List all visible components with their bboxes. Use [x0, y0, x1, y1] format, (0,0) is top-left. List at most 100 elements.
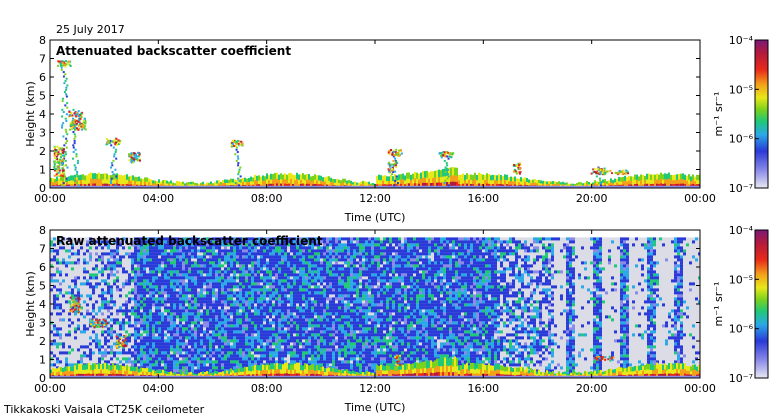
noise-cell — [131, 252, 134, 256]
noise-cell — [191, 339, 194, 343]
noise-cell — [65, 360, 68, 364]
noise-cell — [218, 330, 221, 334]
noise-cell — [185, 324, 188, 328]
noise-cell — [218, 297, 221, 301]
noise-cell — [248, 300, 251, 304]
noise-cell — [224, 243, 227, 247]
noise-cell — [50, 330, 53, 334]
y-tick-label: 4 — [39, 108, 46, 121]
noise-cell — [218, 363, 221, 367]
noise-cell — [212, 327, 215, 331]
noise-cell — [236, 294, 239, 298]
noise-cell — [113, 255, 116, 259]
noise-cell — [197, 294, 200, 298]
noise-cell — [173, 351, 176, 355]
noise-cell — [200, 291, 203, 295]
noise-cell — [149, 276, 152, 280]
cloud-cell — [394, 162, 397, 165]
backscatter-cell — [126, 185, 128, 188]
noise-cell — [212, 321, 215, 325]
noise-cell — [128, 297, 131, 301]
noise-cell — [206, 324, 209, 328]
backscatter-cell — [608, 185, 610, 188]
cloud-cell — [240, 140, 243, 143]
noise-cell — [167, 267, 170, 271]
noise-cell — [224, 294, 227, 298]
precip-cell — [395, 175, 398, 178]
noise-cell — [218, 243, 221, 247]
cloud-cell — [80, 128, 83, 131]
precip-cell — [599, 184, 602, 187]
noise-cell — [254, 345, 257, 349]
noise-cell — [281, 333, 284, 337]
noise-cell — [293, 282, 296, 286]
noise-cell — [236, 267, 239, 271]
noise-cell — [263, 294, 266, 298]
noise-cell — [107, 360, 110, 364]
noise-cell — [197, 366, 200, 370]
noise-cell — [113, 303, 116, 307]
noise-cell — [233, 282, 236, 286]
noise-cell — [284, 360, 287, 364]
backscatter-cell — [410, 185, 412, 188]
noise-cell — [194, 357, 197, 361]
noise-cell — [143, 351, 146, 355]
precip-cell — [239, 166, 242, 169]
noise-cell — [224, 333, 227, 337]
noise-cell — [257, 276, 260, 280]
noise-cell — [161, 342, 164, 346]
noise-cell — [233, 336, 236, 340]
cloud-cell — [392, 159, 395, 162]
noise-cell — [134, 306, 137, 310]
noise-cell — [224, 246, 227, 250]
noise-cell — [146, 276, 149, 280]
noise-cell — [53, 243, 56, 247]
noise-cell — [128, 246, 131, 250]
noise-cell — [173, 285, 176, 289]
noise-cell — [245, 342, 248, 346]
noise-cell — [164, 246, 167, 250]
noise-cell — [155, 351, 158, 355]
noise-cell — [290, 282, 293, 286]
noise-cell — [224, 330, 227, 334]
noise-cell — [86, 294, 89, 298]
noise-cell — [260, 237, 263, 241]
noise-cell — [248, 246, 251, 250]
precip-cell — [60, 126, 63, 129]
noise-cell — [167, 330, 170, 334]
cloud-cell — [595, 171, 598, 174]
cloud-cell — [593, 170, 596, 173]
noise-cell — [164, 333, 167, 337]
noise-cell — [173, 339, 176, 343]
cloud-cell — [60, 159, 63, 162]
backscatter-cell — [456, 181, 458, 188]
noise-cell — [260, 339, 263, 343]
noise-cell — [284, 279, 287, 283]
precip-cell — [72, 151, 75, 153]
noise-cell — [233, 270, 236, 274]
noise-cell — [116, 240, 119, 244]
noise-cell — [227, 279, 230, 283]
cloud-cell — [442, 151, 445, 154]
noise-cell — [140, 327, 143, 331]
backscatter-cell — [388, 185, 390, 188]
noise-cell — [254, 255, 257, 259]
noise-cell — [287, 297, 290, 301]
backscatter-cell — [566, 185, 568, 188]
noise-cell — [206, 267, 209, 271]
cloud-cell — [55, 166, 58, 169]
cloud-cell — [69, 122, 72, 125]
noise-cell — [239, 264, 242, 268]
noise-cell — [212, 318, 215, 322]
backscatter-cell — [290, 183, 292, 188]
noise-cell — [173, 267, 176, 271]
noise-cell — [236, 243, 239, 247]
noise-cell — [107, 273, 110, 277]
noise-cell — [65, 333, 68, 337]
noise-cell — [50, 357, 53, 361]
noise-cell — [272, 273, 275, 277]
noise-cell — [182, 294, 185, 298]
noise-cell — [209, 339, 212, 343]
noise-cell — [278, 360, 281, 364]
noise-cell — [266, 330, 269, 334]
